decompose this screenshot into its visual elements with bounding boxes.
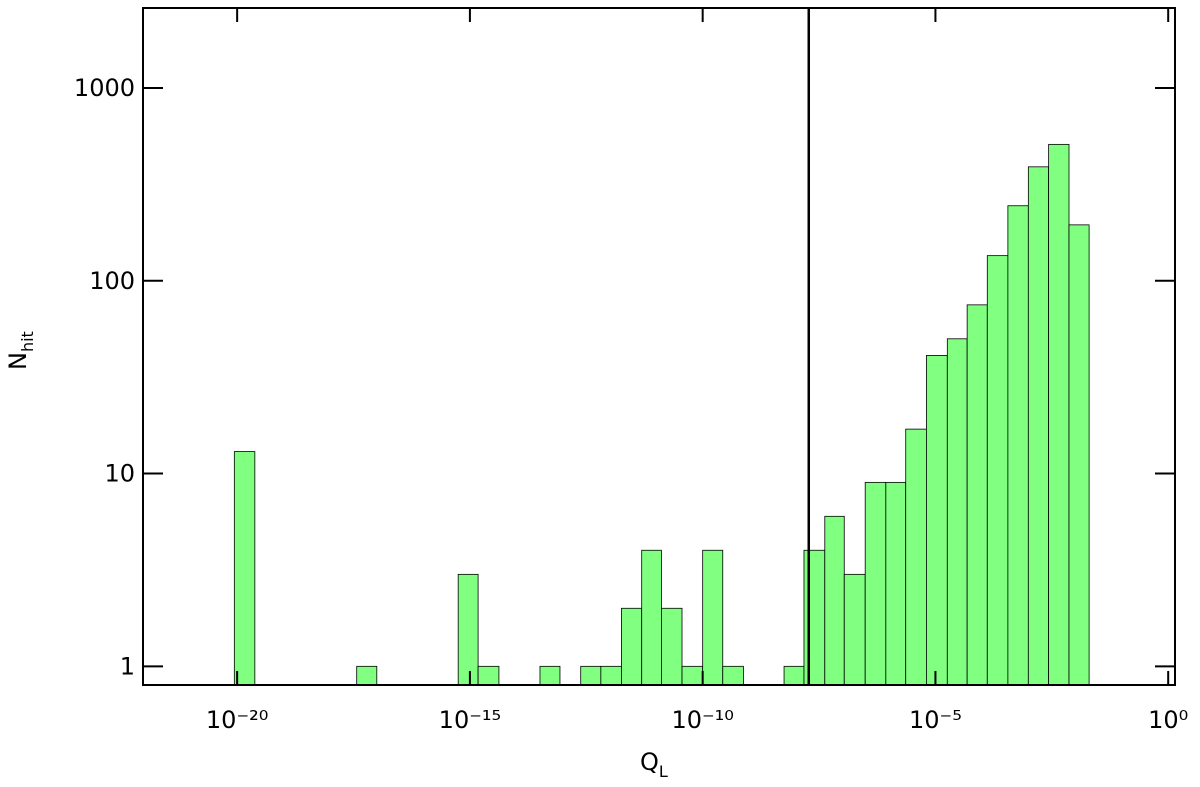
bar <box>356 665 378 686</box>
bar <box>621 607 643 686</box>
bar <box>1068 224 1090 686</box>
y-axis-label: Nhit <box>4 331 37 370</box>
bar <box>233 451 256 686</box>
bar <box>926 355 948 686</box>
x-tick-label: 10⁻²⁰ <box>206 706 268 734</box>
bar <box>1048 143 1070 686</box>
x-tick-label: 10⁻¹⁰ <box>671 706 733 734</box>
y-axis-label-main: N <box>4 352 32 370</box>
bar <box>702 549 724 686</box>
y-tick-label: 10 <box>104 460 135 488</box>
bar <box>803 549 826 686</box>
x-tick-label: 10⁰ <box>1148 706 1188 734</box>
bar <box>885 481 907 686</box>
bar <box>1027 166 1050 686</box>
x-axis-label-sub: L <box>659 762 668 781</box>
bar <box>843 573 866 686</box>
bar <box>477 665 500 686</box>
x-tick-label: 10⁻⁵ <box>909 706 962 734</box>
x-tick-label: 10⁻¹⁵ <box>439 706 501 734</box>
bar <box>681 665 704 686</box>
y-tick-label: 100 <box>89 267 135 295</box>
bar <box>824 515 845 686</box>
bar <box>641 549 662 686</box>
bar <box>457 573 479 686</box>
bar <box>864 481 887 686</box>
x-axis-label: QL <box>640 748 668 781</box>
bar <box>783 665 805 686</box>
bar <box>966 304 988 686</box>
bar <box>905 428 927 686</box>
plot-frame <box>142 7 1176 686</box>
bar <box>986 255 1009 686</box>
bar <box>1007 205 1029 686</box>
bar <box>539 665 561 686</box>
bar <box>946 338 968 686</box>
x-axis-label-main: Q <box>640 748 659 776</box>
bar <box>722 665 744 686</box>
y-axis-label-sub: hit <box>18 331 37 352</box>
bar <box>580 665 602 686</box>
y-tick-label: 1000 <box>74 74 135 102</box>
bar <box>600 665 622 686</box>
bar <box>661 607 683 686</box>
y-tick-label: 1 <box>120 652 135 680</box>
